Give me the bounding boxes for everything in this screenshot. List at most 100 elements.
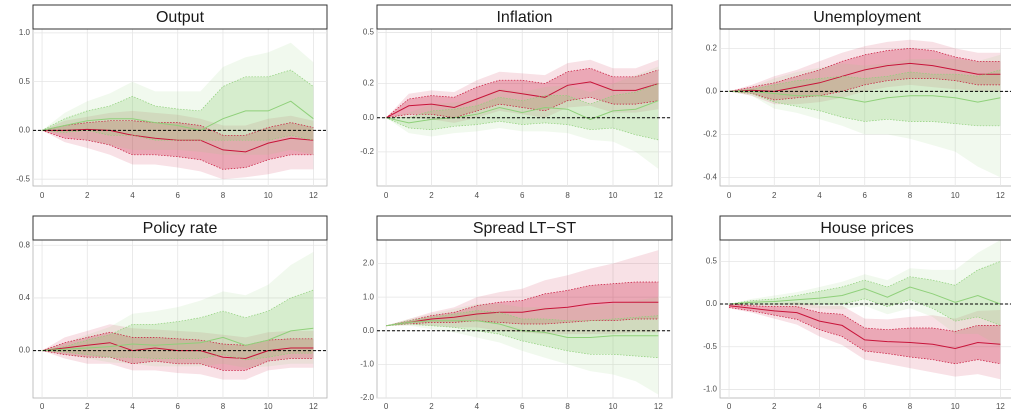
- y-tick-label: -0.2: [360, 147, 374, 156]
- band-edge: [728, 261, 1001, 305]
- y-tick-label: 0.0: [19, 346, 31, 355]
- band-edge: [41, 130, 314, 141]
- band: [729, 240, 1001, 347]
- band-edge: [386, 318, 659, 327]
- panel-title: House prices: [820, 220, 913, 237]
- median-line: [41, 327, 314, 352]
- median-line: [42, 128, 314, 153]
- x-tick-label: 6: [520, 402, 525, 411]
- x-tick-label: 0: [727, 402, 732, 411]
- x-tick-label: 12: [309, 402, 318, 411]
- band-edge: [386, 323, 659, 359]
- title-strip: [719, 215, 1011, 241]
- y-tick-label: -1.0: [360, 359, 374, 368]
- y-tick-label: -0.2: [703, 129, 717, 138]
- x-tick-label: 10: [609, 191, 618, 200]
- band-edge: [41, 69, 314, 131]
- y-tick-label: 1.0: [19, 28, 31, 37]
- plot-background: [719, 28, 1011, 187]
- x-tick-label: 4: [475, 402, 480, 411]
- x-tick-label: 10: [951, 402, 960, 411]
- band: [729, 39, 1001, 105]
- title-strip: [376, 215, 673, 241]
- y-tick-label: 0.4: [19, 293, 31, 302]
- x-tick-label: 4: [475, 191, 480, 200]
- band-edge: [728, 48, 1001, 92]
- x-tick-label: 0: [384, 402, 389, 411]
- band: [729, 261, 1001, 326]
- x-tick-label: 2: [429, 402, 434, 411]
- x-tick-label: 2: [772, 402, 777, 411]
- x-tick-label: 10: [951, 191, 960, 200]
- y-tick-label: 0.2: [706, 43, 718, 52]
- band-edge: [386, 83, 659, 119]
- median-line: [386, 301, 659, 327]
- band-edge: [386, 281, 659, 327]
- band: [42, 70, 314, 141]
- band: [386, 310, 659, 358]
- y-tick-label: 0.5: [19, 77, 31, 86]
- plot-background: [32, 28, 328, 187]
- median-line: [729, 90, 1001, 103]
- median-line: [728, 305, 1001, 350]
- band: [386, 68, 659, 118]
- y-tick-label: 0.0: [363, 113, 375, 122]
- y-tick-label: 0.0: [706, 299, 718, 308]
- median-line: [41, 100, 314, 131]
- band: [42, 120, 314, 170]
- y-tick-label: -0.5: [703, 342, 717, 351]
- x-tick-label: 4: [130, 191, 135, 200]
- median-line: [728, 62, 1001, 92]
- x-tick-label: 0: [40, 191, 45, 200]
- y-tick-label: 0.5: [363, 28, 375, 37]
- band-edge: [386, 96, 659, 119]
- x-tick-label: 2: [85, 191, 90, 200]
- y-tick-label: 0.0: [19, 126, 31, 135]
- title-strip: [32, 4, 328, 30]
- y-tick-label: 0.2: [363, 79, 375, 88]
- x-tick-label: 8: [221, 191, 226, 200]
- x-tick-label: 8: [565, 191, 570, 200]
- band-edge: [728, 69, 1001, 92]
- band-edge: [41, 120, 314, 136]
- x-tick-label: 0: [384, 191, 389, 200]
- x-tick-label: 12: [996, 191, 1005, 200]
- panel-title: Output: [156, 9, 205, 26]
- y-tick-label: 0.5: [706, 256, 718, 265]
- title-strip: [32, 215, 328, 241]
- plot-background: [719, 239, 1011, 399]
- x-tick-label: 6: [176, 402, 181, 411]
- x-tick-label: 6: [863, 191, 868, 200]
- band: [386, 250, 659, 335]
- title-strip: [719, 4, 1011, 30]
- band: [729, 304, 1001, 364]
- band: [729, 69, 1001, 126]
- band: [729, 302, 1001, 380]
- band-edge: [728, 307, 1001, 365]
- y-tick-label: -1.0: [703, 385, 717, 394]
- panel-title: Spread LT−ST: [473, 220, 577, 237]
- x-tick-label: 4: [817, 191, 822, 200]
- band-edge: [386, 310, 659, 327]
- panel-title: Inflation: [496, 9, 552, 26]
- band: [729, 54, 1001, 178]
- median-line: [728, 286, 1001, 305]
- x-tick-label: 8: [908, 402, 913, 411]
- x-tick-label: 8: [565, 402, 570, 411]
- x-tick-label: 0: [727, 191, 732, 200]
- y-tick-label: -0.4: [703, 173, 717, 182]
- y-tick-label: 0.0: [706, 86, 718, 95]
- band: [42, 332, 314, 371]
- band: [42, 324, 314, 380]
- band-edge: [385, 117, 659, 141]
- y-tick-label: -2.0: [360, 393, 374, 402]
- x-tick-label: 12: [654, 402, 663, 411]
- band-edge: [728, 78, 1001, 101]
- x-tick-label: 6: [520, 191, 525, 200]
- median-line: [385, 100, 659, 124]
- band: [42, 110, 314, 180]
- band-edge: [41, 350, 314, 361]
- band-edge: [41, 331, 314, 351]
- x-tick-label: 12: [996, 402, 1005, 411]
